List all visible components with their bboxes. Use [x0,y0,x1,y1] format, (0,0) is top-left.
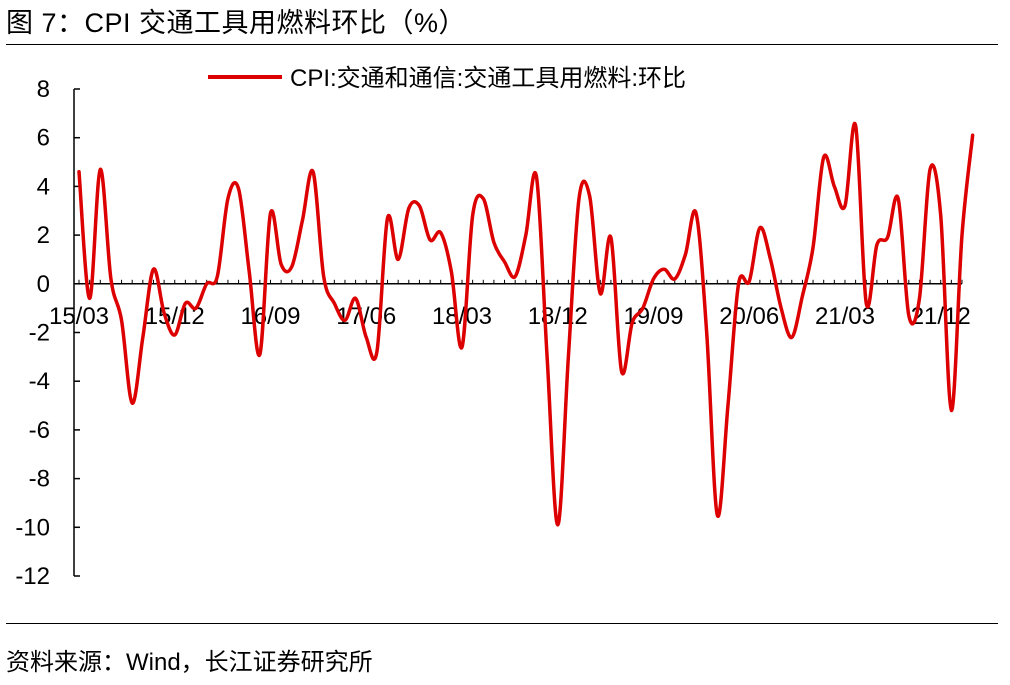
series-layer [77,121,975,527]
series-line [77,121,975,527]
x-tick-label: 17/06 [336,303,396,330]
x-tick-label: 16/09 [240,303,300,330]
y-tick-label: -6 [29,417,50,444]
x-tick-label: 15/03 [49,303,109,330]
x-tick-label: 21/12 [911,303,971,330]
y-tick-label: -10 [15,514,50,541]
figure-title: 图 7：CPI 交通工具用燃料环比（%） [6,8,467,38]
x-tick-label: 18/03 [432,303,492,330]
y-tick-label: 2 [37,222,50,249]
axes [73,88,963,577]
x-tick-labels: 15/03 15/12 16/09 17/06 18/03 18/12 19/09 20/06… [49,303,971,330]
y-tick-labels: -12 -10 -8 -6 -4 -2 0 2 4 6 8 [15,76,50,590]
y-tick-label: 8 [37,76,50,103]
source-note: 资料来源：Wind，长江证券研究所 [6,649,373,676]
y-tick-label: -2 [29,320,50,347]
y-tick-label: 0 [37,271,50,298]
legend-label: CPI:交通和通信:交通工具用燃料:环比 [290,65,686,92]
x-tick-label: 20/06 [719,303,779,330]
x-tick-label: 18/12 [528,303,588,330]
title-rule [6,44,998,45]
y-tick-label: -12 [15,563,50,590]
y-tick-label: 4 [37,173,50,200]
legend: CPI:交通和通信:交通工具用燃料:环比 [208,65,686,92]
y-tick-label: -8 [29,466,50,493]
y-tick-label: -4 [29,368,50,395]
source-rule [6,623,998,624]
x-tick-label: 21/03 [815,303,875,330]
y-tick-label: 6 [37,125,50,152]
